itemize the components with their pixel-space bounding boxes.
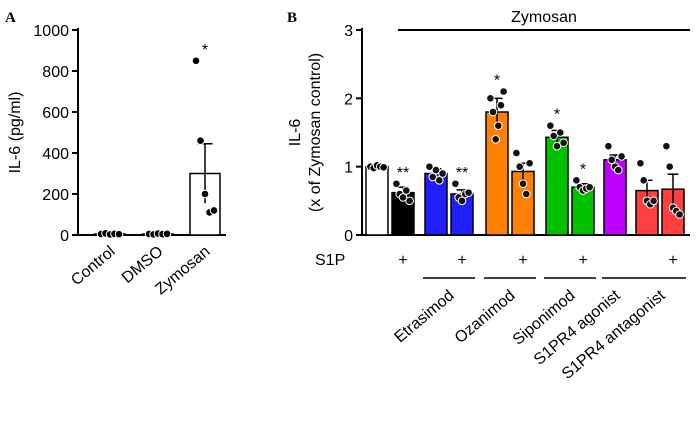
bar (545, 136, 569, 236)
y-tick-label: 3 (344, 23, 353, 40)
data-point (522, 189, 531, 199)
y-axis-label: IL-6 (287, 119, 304, 147)
data-point (114, 229, 124, 239)
data-point (435, 176, 444, 185)
data-point (512, 148, 521, 158)
data-point (486, 94, 495, 103)
data-point (451, 179, 460, 189)
data-point (200, 189, 210, 199)
data-point (556, 128, 565, 137)
s1p-plus: + (668, 252, 677, 269)
data-point (636, 158, 645, 168)
group-label: Etrasimod (391, 287, 457, 346)
data-point (518, 179, 528, 189)
data-point (209, 206, 219, 215)
data-point (546, 121, 555, 130)
data-point (614, 165, 623, 175)
y-tick-label: 0 (344, 228, 353, 245)
data-point (585, 182, 594, 192)
significance: ** (397, 165, 409, 182)
y-tick-label: 600 (42, 105, 69, 122)
s1p-plus: + (457, 252, 466, 269)
data-point (428, 172, 438, 182)
data-point (491, 135, 500, 144)
data-point (379, 163, 388, 172)
panel-label: A (5, 10, 16, 26)
significance: * (554, 107, 560, 124)
y-tick-label: 200 (42, 187, 69, 204)
treatment-label: Zymosan (511, 9, 577, 26)
data-point (431, 165, 441, 175)
y-tick-label: 2 (344, 91, 353, 108)
data-point (162, 229, 172, 239)
data-point (488, 107, 498, 117)
significance: * (494, 73, 500, 90)
group-label: Ozanimod (452, 287, 519, 347)
data-point (405, 196, 414, 206)
data-point (438, 169, 447, 178)
data-point (662, 141, 671, 151)
data-point (515, 162, 525, 171)
y-axis-label: IL-6 (pg/ml) (7, 92, 24, 174)
data-point (665, 162, 675, 171)
data-point (499, 87, 508, 96)
y-tick-label: 0 (60, 228, 69, 245)
data-point (496, 100, 506, 110)
significance: ** (456, 165, 468, 182)
data-point (559, 138, 568, 148)
data-point (617, 152, 626, 161)
y-tick-label: 1 (344, 160, 353, 177)
data-point (191, 56, 201, 66)
data-point (457, 196, 467, 206)
s1p-plus: + (578, 252, 587, 269)
data-point (604, 141, 613, 151)
data-point (464, 188, 473, 197)
data-point (425, 162, 434, 171)
data-point (649, 196, 658, 206)
y-tick-label: 800 (42, 64, 69, 81)
y-axis-label: (x of Zymosan control) (307, 53, 324, 212)
x-tick-label: Control (68, 243, 118, 289)
data-point (607, 155, 617, 165)
bar (365, 165, 389, 236)
data-point (398, 193, 408, 202)
data-point (494, 121, 503, 130)
data-point (572, 176, 581, 185)
data-point (639, 176, 649, 185)
y-tick-label: 1000 (33, 23, 69, 40)
data-point (196, 136, 205, 145)
data-point (552, 141, 562, 151)
data-point (392, 179, 401, 189)
significance: * (202, 42, 208, 59)
significance: * (580, 161, 586, 178)
s1p-plus: + (398, 252, 407, 269)
y-tick-label: 400 (42, 146, 69, 163)
row-label: S1P (315, 252, 345, 269)
data-point (402, 186, 411, 195)
data-point (675, 210, 684, 219)
data-point (525, 158, 534, 168)
s1p-plus: + (518, 252, 527, 269)
panel-label: B (287, 10, 297, 26)
bar (485, 111, 509, 236)
data-point (549, 131, 559, 141)
